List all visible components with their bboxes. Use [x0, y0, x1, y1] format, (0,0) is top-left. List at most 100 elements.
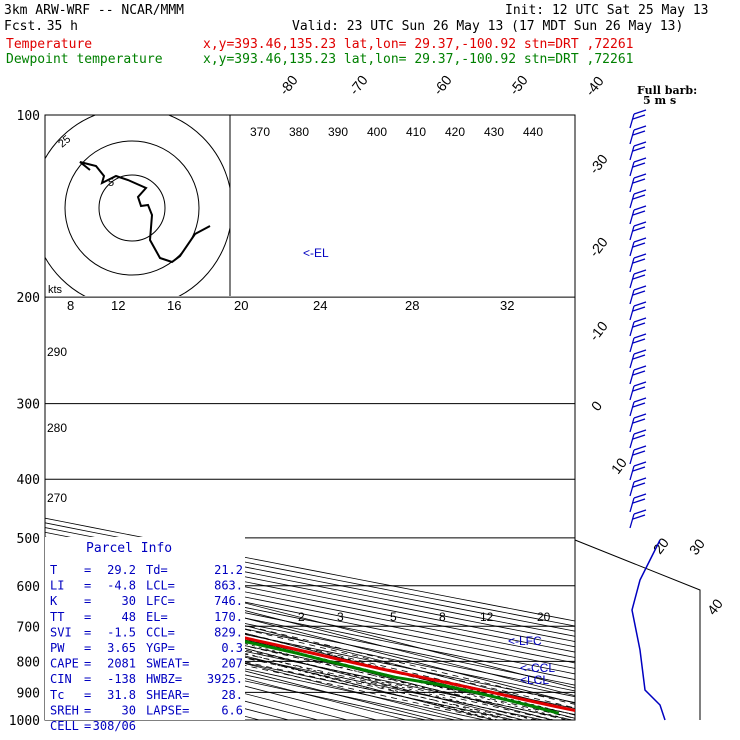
isotherm-label: 0 [588, 398, 606, 414]
parcel-field-value: -4.8 [107, 579, 136, 593]
wind-barb [633, 493, 647, 499]
adiabat-label: 270 [47, 491, 67, 505]
dewpoint-trace [45, 594, 560, 715]
wind-barb [629, 337, 635, 353]
parcel-field-value: -138 [107, 672, 136, 686]
dewpoint-legend: Dewpoint temperature [6, 52, 163, 67]
parcel-field-value: 863. [214, 579, 243, 593]
parcel-field-value: 29.2 [107, 563, 136, 577]
pressure-tick-label: 400 [17, 473, 40, 488]
lcl-marker: <LCL [520, 673, 549, 687]
wind-barb [633, 253, 647, 259]
wind-barb [629, 465, 635, 481]
parcel-field-sep: = [84, 719, 91, 733]
theta-label: 440 [523, 125, 543, 139]
parcel-field-sep: = [84, 657, 91, 671]
temperature-legend: Temperature [6, 37, 92, 52]
pressure-tick-label: 500 [17, 532, 40, 547]
wind-barb [629, 481, 635, 497]
wind-barb [629, 433, 635, 449]
wind-barb [633, 269, 647, 275]
parcel-info-title: Parcel Info [86, 541, 172, 556]
parcel-field-value: 3.65 [107, 641, 136, 655]
dry-adiabat-line [45, 614, 546, 720]
parcel-field-label: LCL= [146, 579, 175, 593]
wind-barb [632, 306, 646, 312]
wind-barb [632, 210, 646, 216]
skew-boundary [574, 539, 701, 720]
pressure-tick-label: 800 [17, 655, 40, 670]
forecast-hour: 35 h [47, 19, 78, 34]
hodograph-speed-label: 16 [167, 298, 181, 313]
wind-barb [632, 226, 646, 232]
wind-barb [632, 386, 646, 392]
full-barb-label: Full barb: [637, 84, 697, 97]
wind-barb [629, 417, 635, 433]
wind-barb [632, 514, 646, 520]
dry-adiabat-line [45, 637, 428, 720]
parcel-field-label: LAPSE= [146, 703, 189, 717]
parcel-field-label: SHEAR= [146, 688, 189, 702]
parcel-field-value: 3925. [207, 672, 243, 686]
wind-barb [632, 162, 646, 168]
el-marker: <-EL [303, 246, 329, 260]
dry-adiabat-line [45, 608, 575, 720]
wind-barb [632, 322, 646, 328]
parcel-field-value: 48 [122, 610, 136, 624]
theta-label: 430 [484, 125, 504, 139]
mixing-ratio-label: 3 [337, 610, 344, 624]
theta-label: 380 [289, 125, 309, 139]
wind-barb [633, 349, 647, 355]
parcel-field-value: 746. [214, 594, 243, 608]
isotherm-label: -80 [276, 72, 301, 98]
parcel-field-label: CAPE [50, 657, 79, 671]
parcel-field-value: 829. [214, 625, 243, 639]
wind-barb [629, 385, 635, 401]
isotherm-label: -10 [586, 318, 611, 344]
mixing-ratio-line [50, 585, 575, 716]
wind-barb [632, 434, 646, 440]
hodograph [45, 115, 230, 296]
dry-adiabat-line [45, 592, 575, 703]
pressure-tick-label: 100 [17, 109, 40, 124]
parcel-field-value: 0.3 [221, 641, 243, 655]
parcel-field-value: 308/06 [93, 719, 136, 733]
model-title: 3km ARW-WRF -- NCAR/MMM [4, 3, 184, 18]
adiabat-label: 290 [47, 345, 67, 359]
parcel-field-label: EL= [146, 610, 168, 624]
hodograph-speed-label: 20 [234, 298, 248, 313]
wind-barb [632, 370, 646, 376]
hodograph-units: kts [48, 284, 63, 296]
dry-adiabat-line [45, 631, 458, 720]
wind-barb [633, 413, 647, 419]
parcel-field-sep: = [84, 594, 91, 608]
hodograph-speed-label: 8 [67, 298, 74, 313]
wind-barb [629, 161, 635, 177]
pressure-tick-label: 700 [17, 620, 40, 635]
isotherm-label: -70 [346, 72, 371, 98]
wind-barb [633, 285, 647, 291]
wind-barb [629, 497, 635, 513]
parcel-field-label: CCL= [146, 625, 175, 639]
wind-barb [629, 113, 635, 129]
parcel-field-label: K [50, 594, 58, 608]
wind-barb [633, 333, 647, 339]
hodograph-ring-label: 25 [56, 133, 73, 150]
parcel-field-label: CIN [50, 672, 72, 686]
wind-barb [632, 338, 646, 344]
mixing-ratio-label: 2 [298, 610, 305, 624]
wind-barb [632, 146, 646, 152]
hodograph-speed-label: 28 [405, 298, 419, 313]
parcel-field-label: SWEAT= [146, 657, 189, 671]
parcel-field-value: 30 [122, 703, 136, 717]
dry-adiabat-line [45, 625, 487, 720]
hodograph-ring-label: 5 [108, 177, 114, 189]
wind-barb [633, 509, 647, 515]
wind-barb [629, 369, 635, 385]
isotherm-label: -60 [430, 72, 455, 98]
mixing-ratio-label: 5 [390, 610, 397, 624]
wind-barb [633, 301, 647, 307]
parcel-field-sep: = [84, 563, 91, 577]
wind-barb [633, 317, 647, 323]
